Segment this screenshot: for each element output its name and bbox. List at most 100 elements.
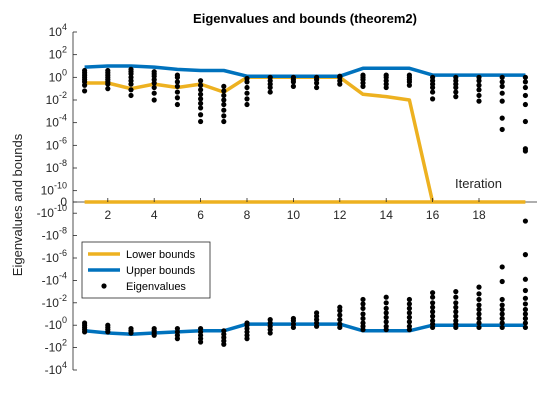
- y-tick-label: 10-2: [46, 90, 67, 107]
- series-line-upper-bounds-pos: [84, 64, 526, 78]
- eigenvalue-point: [360, 305, 366, 311]
- eigenvalue-point: [453, 89, 459, 95]
- y-tick-label: 10-8: [46, 158, 67, 175]
- eigenvalue-point: [476, 82, 482, 88]
- eigenvalue-point: [82, 67, 88, 74]
- eigenvalue-point: [383, 319, 389, 325]
- eigenvalue-point: [522, 146, 529, 152]
- eigenvalue-point: [453, 289, 459, 295]
- x-tick-label: 8: [244, 208, 251, 222]
- eigenvalue-point: [221, 97, 227, 103]
- eigenvalue-point: [151, 90, 157, 96]
- y-tick-label: -102: [45, 338, 67, 355]
- eigenvalue-point: [406, 319, 412, 325]
- eigenvalue-point: [522, 74, 529, 80]
- eigenvalue-point: [430, 300, 436, 306]
- eigenvalue-point: [337, 321, 343, 327]
- eigenvalue-point: [244, 96, 250, 102]
- eigenvalue-point: [476, 311, 482, 317]
- eigenvalue-point: [105, 67, 111, 74]
- eigenvalue-point: [105, 322, 111, 328]
- eigenvalue-point: [198, 118, 204, 125]
- x-axis-label: Iteration: [455, 176, 502, 191]
- eigenvalue-point: [406, 296, 412, 303]
- legend-entry-label: Lower bounds: [126, 249, 196, 261]
- eigenvalue-point: [128, 92, 134, 99]
- eigenvalue-point: [430, 304, 436, 310]
- legend-entry-label: Upper bounds: [126, 265, 196, 277]
- chart-title: Eigenvalues and bounds (theorem2): [193, 11, 417, 26]
- eigenvalue-point: [360, 301, 366, 307]
- eigenvalue-point: [406, 314, 412, 320]
- eigenvalue-point: [476, 92, 482, 99]
- y-tick-label: 0: [60, 195, 67, 209]
- y-tick-label: -10-10: [37, 203, 67, 220]
- eigenvalue-point: [406, 305, 412, 311]
- eigenvalue-point: [476, 291, 482, 297]
- eigenvalue-point: [337, 73, 343, 79]
- eigenvalue-point: [499, 115, 505, 121]
- eigenvalue-point: [453, 313, 459, 319]
- eigenvalue-point: [430, 313, 436, 319]
- eigenvalue-point: [267, 74, 273, 80]
- eigenvalue-point: [221, 83, 227, 89]
- eigenvalue-point: [151, 325, 157, 332]
- eigenvalue-point: [522, 320, 529, 326]
- eigenvalue-point: [244, 90, 250, 96]
- eigenvalue-point: [383, 72, 389, 78]
- eigenvalue-point: [522, 295, 529, 301]
- eigenvalue-point: [453, 304, 459, 310]
- eigenvalue-point: [198, 112, 204, 118]
- eigenvalue-point: [151, 84, 157, 91]
- eigenvalue-point: [476, 74, 482, 80]
- eigenvalue-point: [476, 98, 482, 104]
- y-tick-label: -10-8: [42, 226, 67, 243]
- eigenvalue-point: [476, 315, 482, 322]
- eigenvalue-point: [128, 87, 134, 93]
- eigenvalue-point: [499, 278, 505, 285]
- eigenvalue-point: [499, 296, 505, 303]
- eigenvalue-point: [198, 100, 204, 106]
- eigenvalue-point: [174, 101, 180, 108]
- eigenvalue-point: [453, 294, 459, 300]
- eigenvalue-point: [383, 305, 389, 311]
- eigenvalue-point: [499, 90, 505, 96]
- eigenvalue-point: [198, 78, 204, 84]
- eigenvalue-point: [522, 287, 529, 294]
- y-tick-label: 102: [49, 45, 67, 62]
- x-tick-label: 4: [151, 208, 158, 222]
- eigenvalue-point: [360, 296, 366, 303]
- eigenvalue-point: [198, 105, 204, 111]
- eigenvalue-point: [221, 101, 227, 108]
- legend-swatch-marker: [101, 283, 107, 289]
- eigenvalue-point: [337, 304, 343, 310]
- eigenvalue-point: [453, 74, 459, 80]
- y-tick-label: 10-6: [46, 135, 67, 152]
- eigenvalue-point: [383, 300, 389, 306]
- bound-lines: [84, 64, 526, 336]
- eigenvalue-point: [430, 318, 436, 324]
- eigenvalue-point: [453, 300, 459, 306]
- eigenvalue-point: [314, 310, 320, 316]
- y-tick-label: 100: [49, 67, 67, 84]
- eigenvalue-point: [174, 79, 180, 85]
- eigenvalue-point: [174, 89, 180, 95]
- eigenvalue-point: [360, 315, 366, 322]
- eigenvalue-point: [383, 314, 389, 320]
- eigenvalue-point: [522, 311, 529, 317]
- x-ticks: 2 4 6 8 10 12 14 16 18: [104, 198, 486, 222]
- eigenvalue-point: [290, 83, 296, 89]
- eigenvalue-point: [476, 284, 482, 290]
- eigenvalue-point: [244, 101, 250, 108]
- eigenvalue-point: [314, 74, 320, 80]
- eigenvalue-point: [453, 309, 459, 315]
- eigenvalue-point: [499, 315, 505, 322]
- eigenvalue-point: [221, 118, 227, 125]
- eigenvalue-point: [406, 310, 412, 316]
- eigenvalue-point: [267, 89, 273, 95]
- eigenvalue-point: [174, 83, 180, 89]
- eigenvalue-point: [360, 72, 366, 78]
- eigenvalue-point: [290, 315, 296, 322]
- eigenvalue-point: [198, 325, 204, 332]
- eigenvalue-point: [383, 323, 389, 329]
